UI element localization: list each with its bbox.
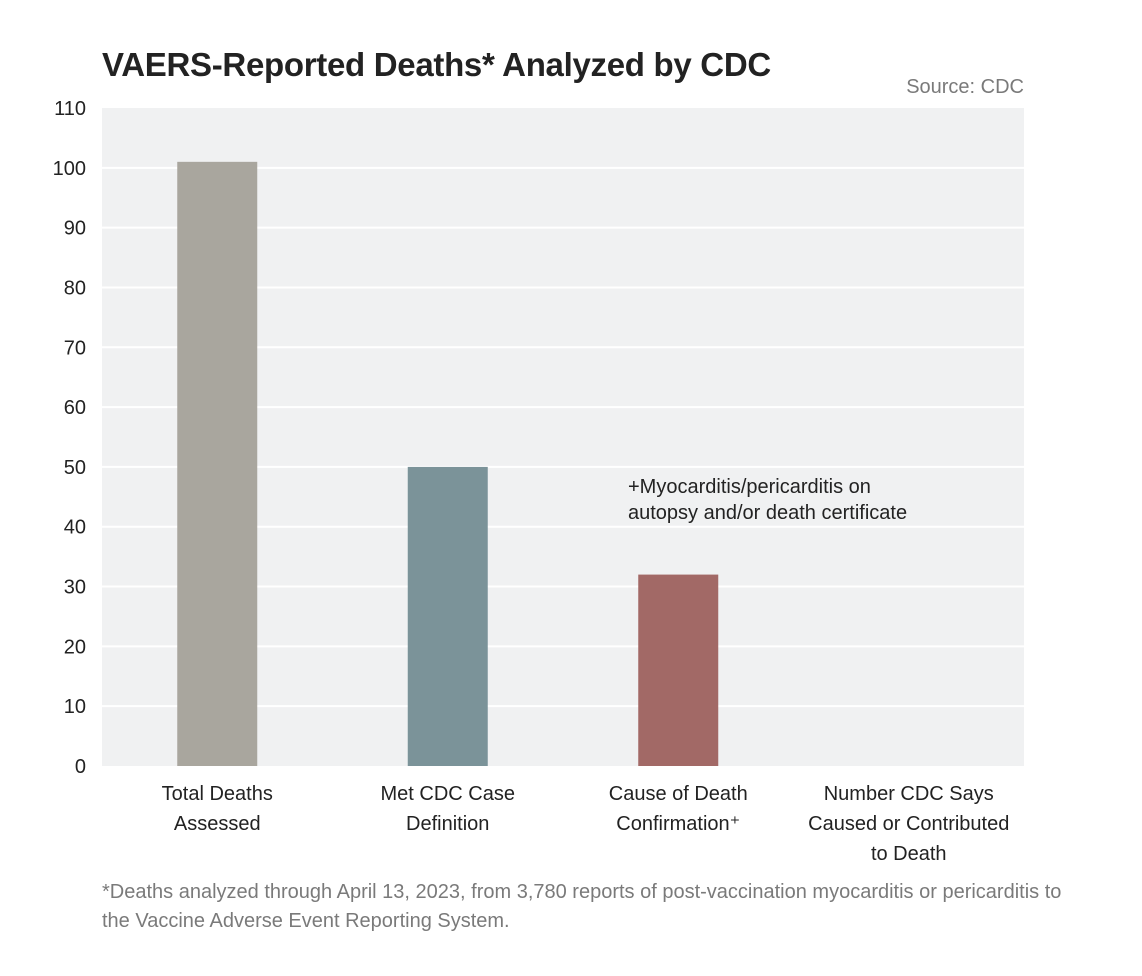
chart-title: VAERS-Reported Deaths* Analyzed by CDC [102, 46, 771, 83]
category-label: Confirmation⁺ [616, 813, 740, 835]
source-label: Source: CDC [906, 76, 1024, 98]
footnote: *Deaths analyzed through April 13, 2023,… [102, 881, 1062, 932]
category-label: to Death [871, 843, 947, 865]
category-label: Met CDC Case [381, 783, 515, 805]
category-label: Assessed [174, 813, 261, 835]
y-tick-label: 70 [64, 337, 86, 359]
category-label: Caused or Contributed [808, 813, 1009, 835]
y-tick-label: 10 [64, 696, 86, 718]
bar [177, 161, 258, 766]
category-label: Number CDC Says [824, 783, 994, 805]
y-tick-label: 20 [64, 636, 86, 658]
y-tick-label: 80 [64, 277, 86, 299]
bar [638, 574, 719, 766]
annotation: +Myocarditis/pericarditis on autopsy and/… [628, 476, 907, 524]
y-axis-ticks: 0 10 20 30 40 50 60 70 80 90 100 110 [53, 98, 86, 778]
bar [407, 466, 488, 766]
category-label: Definition [406, 813, 489, 835]
y-tick-label: 90 [64, 218, 86, 240]
y-tick-label: 100 [53, 158, 86, 180]
category-label: Total Deaths [162, 783, 273, 805]
bars [177, 161, 719, 766]
category-labels: Total Deaths Assessed Met CDC Case Definiti… [162, 783, 1010, 865]
annotation-text: autopsy and/or death certificate [628, 502, 907, 524]
y-tick-label: 60 [64, 397, 86, 419]
y-tick-label: 30 [64, 577, 86, 599]
y-tick-label: 50 [64, 457, 86, 479]
annotation-text: +Myocarditis/pericarditis on [628, 476, 871, 498]
y-tick-label: 110 [54, 98, 86, 120]
y-tick-label: 40 [64, 517, 86, 539]
category-label: Cause of Death [609, 783, 748, 805]
y-tick-label: 0 [75, 756, 86, 778]
